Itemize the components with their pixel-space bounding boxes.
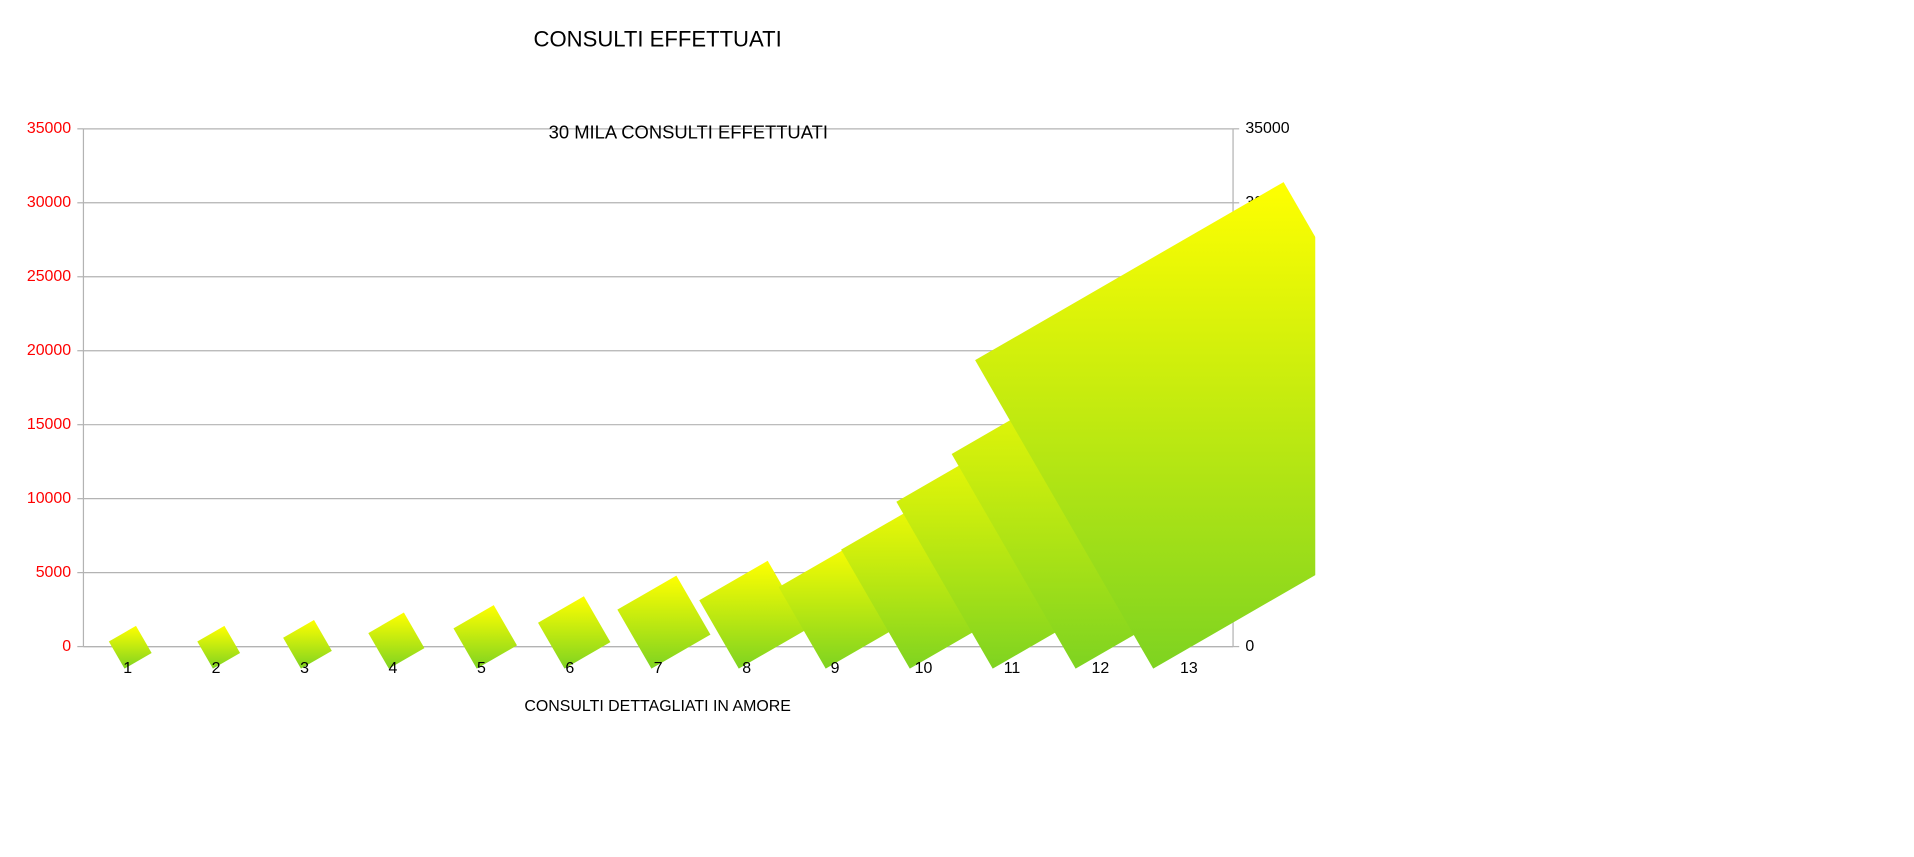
x-tick-label: 3 xyxy=(300,660,309,677)
marks xyxy=(108,182,1316,669)
y2-tick-label: 0 xyxy=(1245,638,1254,655)
y-tick-label: 20000 xyxy=(27,342,71,359)
y-tick-label: 25000 xyxy=(27,268,71,285)
x-tick-label: 10 xyxy=(915,660,933,677)
x-tick-label: 9 xyxy=(831,660,840,677)
x-tick-label: 5 xyxy=(477,660,486,677)
y-tick-label: 10000 xyxy=(27,490,71,507)
x-tick-label: 6 xyxy=(565,660,574,677)
y-tick-label: 15000 xyxy=(27,416,71,433)
x-tick-label: 8 xyxy=(742,660,751,677)
y-tick-label: 30000 xyxy=(27,194,71,211)
bar xyxy=(699,560,808,669)
x-tick-label: 11 xyxy=(1004,660,1021,677)
bar xyxy=(283,619,332,669)
bar xyxy=(975,182,1316,669)
bar xyxy=(368,612,425,669)
y-tick-label: 35000 xyxy=(27,120,71,137)
x-tick-label: 7 xyxy=(654,660,663,677)
chart-title: CONSULTI EFFETTUATI xyxy=(534,26,782,51)
x-tick-label: 1 xyxy=(123,660,132,677)
chart-subtitle: 30 MILA CONSULTI EFFETTUATI xyxy=(549,122,828,143)
x-tick-label: 12 xyxy=(1092,660,1110,677)
y-tick-label: 0 xyxy=(62,638,71,655)
y-tick-label: 5000 xyxy=(36,564,72,581)
bar xyxy=(108,625,152,669)
x-tick-label: 13 xyxy=(1180,660,1198,677)
bar xyxy=(538,596,611,669)
x-axis-title: CONSULTI DETTAGLIATI IN AMORE xyxy=(524,698,791,715)
y2-tick-label: 35000 xyxy=(1245,120,1289,137)
bar xyxy=(197,625,241,669)
x-tick-label: 4 xyxy=(389,660,398,677)
bar xyxy=(617,575,711,669)
x-tick-label: 2 xyxy=(212,660,221,677)
bar xyxy=(453,605,517,669)
